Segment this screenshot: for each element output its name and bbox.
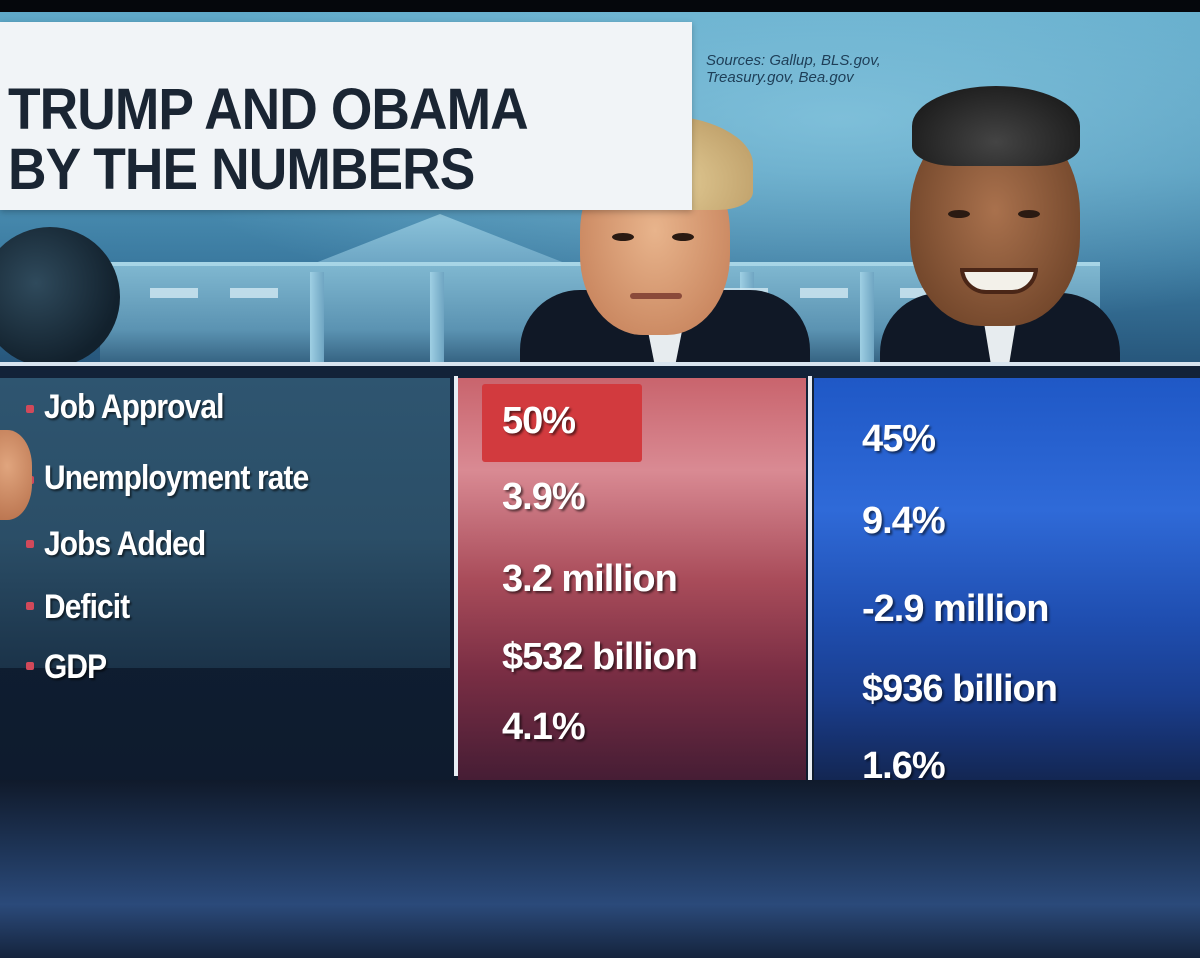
obama-deficit: $936 billion — [862, 668, 1058, 710]
presenter-hand — [0, 430, 32, 520]
screen-bezel — [0, 0, 1200, 12]
trump-unemployment-rate: 3.9% — [502, 476, 586, 518]
table-top-rule — [0, 362, 1200, 366]
column-divider — [808, 376, 812, 806]
row-label-jobs-added: Jobs Added — [44, 525, 206, 563]
trump-gdp: 4.1% — [502, 706, 586, 748]
obama-portrait — [880, 78, 1120, 373]
sources-caption: Sources: Gallup, BLS.gov, Treasury.gov, … — [706, 52, 1006, 86]
obama-job-approval: 45% — [862, 418, 936, 460]
trump-job-approval: 50% — [502, 400, 576, 442]
row-label-deficit: Deficit — [44, 588, 130, 626]
row-bullet — [26, 662, 34, 670]
title-line-2: BY THE NUMBERS — [8, 137, 475, 202]
approval-highlight-box — [482, 384, 642, 462]
trump-jobs-added: 3.2 million — [502, 558, 678, 600]
trump-deficit: $532 billion — [502, 636, 698, 678]
studio-floor — [0, 780, 1200, 958]
column-divider — [454, 376, 458, 776]
row-bullet — [26, 405, 34, 413]
obama-jobs-added: -2.9 million — [862, 588, 1049, 630]
row-bullet — [26, 602, 34, 610]
tree-image — [0, 227, 120, 367]
sources-line-2: Treasury.gov, Bea.gov — [706, 69, 854, 86]
row-bullet — [26, 540, 34, 548]
obama-column — [814, 378, 1200, 818]
title-box: TRUMP AND OBAMA BY THE NUMBERS — [0, 22, 692, 210]
sources-line-1: Sources: Gallup, BLS.gov, — [706, 52, 881, 69]
obama-unemployment-rate: 9.4% — [862, 500, 946, 542]
row-label-gdp: GDP — [44, 648, 107, 686]
label-column — [0, 378, 450, 668]
row-label-unemployment-rate: Unemployment rate — [44, 459, 309, 497]
title-line-1: TRUMP AND OBAMA — [8, 77, 529, 142]
row-label-job-approval: Job Approval — [44, 388, 224, 426]
